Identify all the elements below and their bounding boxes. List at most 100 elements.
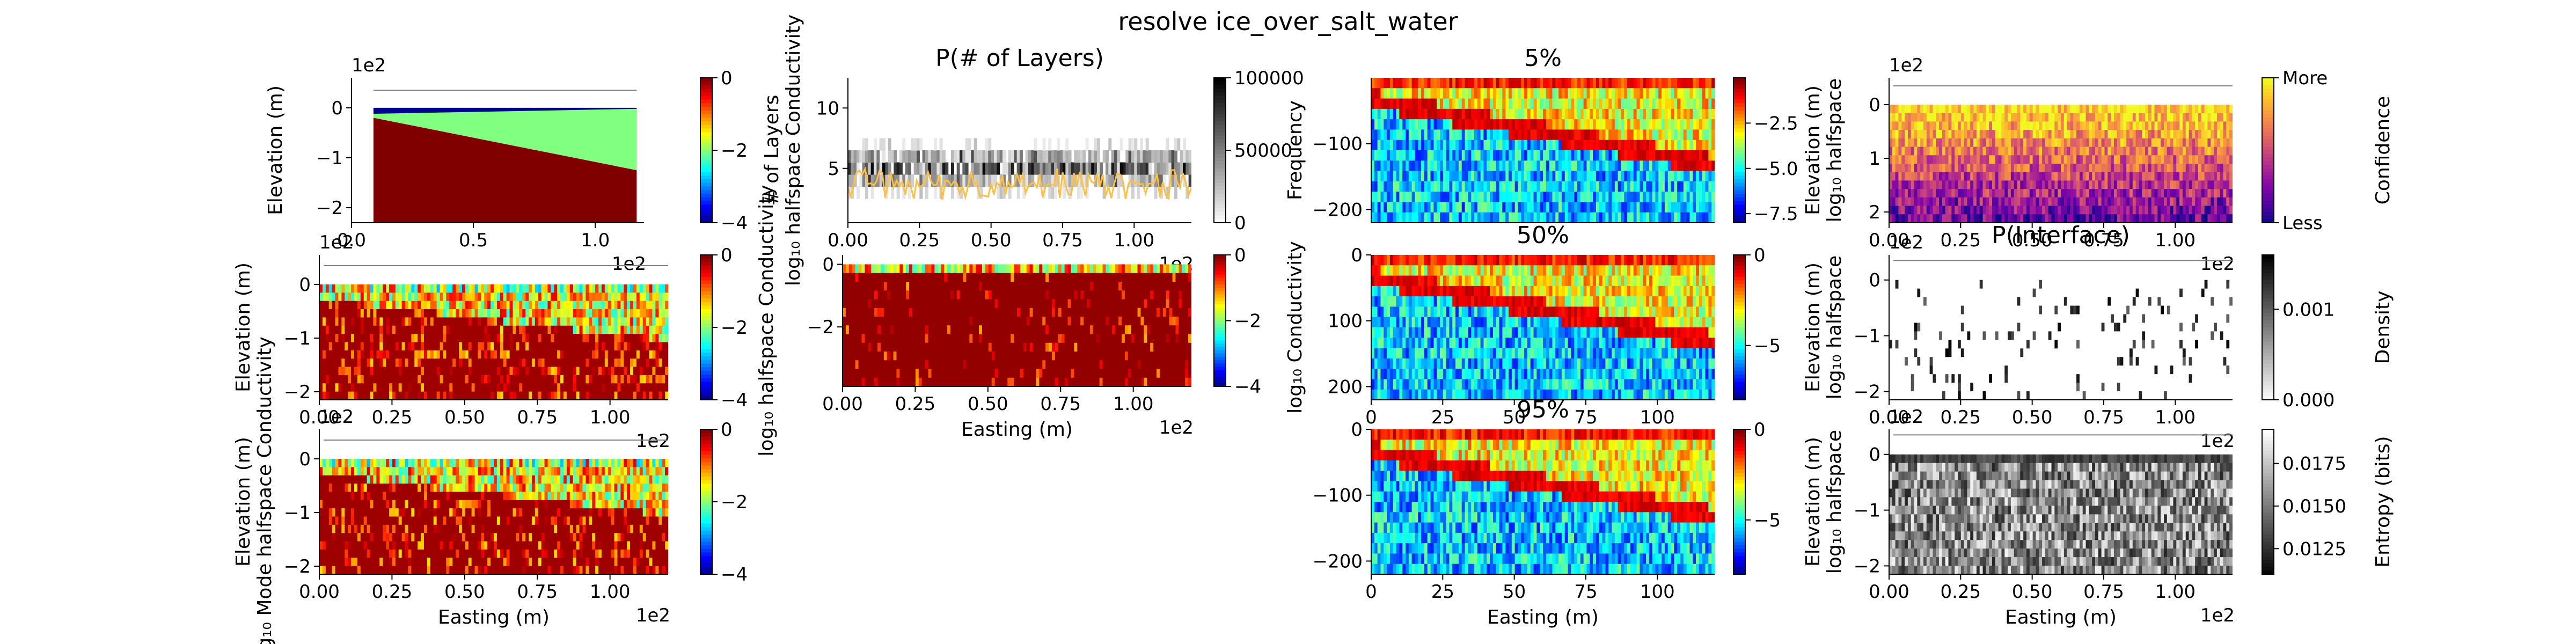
colorbar-tick-label: −4 [721, 213, 748, 234]
colorbar: 0.0175 0.0150 0.0125 Entropy (bits) [2262, 429, 2394, 575]
plot-image [319, 440, 668, 574]
y-tick-label: 2 [1869, 202, 1880, 223]
y-tick-label: −200 [1313, 551, 1363, 572]
colorbar-tick-label: −4 [721, 390, 748, 411]
x-tick-label: 100 [1640, 581, 1675, 603]
colorbar-tick-label: 0 [721, 419, 733, 441]
plot-image [1371, 78, 1715, 223]
colorbar-tick-label: −5.0 [1754, 158, 1798, 180]
y-tick-label: 0 [1869, 270, 1880, 291]
colorbar-tick-label: −5 [1754, 510, 1781, 531]
x-tick-label: 0.00 [1869, 407, 1909, 428]
x-tick-label: 0.25 [1940, 230, 1981, 251]
colorbar-tick-label: −5 [1754, 335, 1781, 357]
colorbar-tick-label: More [2282, 68, 2328, 89]
colorbar-label: Entropy (bits) [2372, 436, 2394, 567]
x-tick-label: 0.25 [899, 230, 940, 251]
plot-image [1889, 260, 2233, 400]
x-offset-text: 1e2 [2200, 253, 2235, 275]
colorbar-tick-label: 0.0125 [2282, 538, 2346, 560]
y-tick-label: −2 [807, 317, 834, 338]
y-axis-label: Elevation (m) [1802, 85, 1824, 215]
figure-title: resolve ice_over_salt_water [1118, 7, 1458, 36]
colorbar-tick-label: −2.5 [1754, 113, 1798, 134]
x-tick-label: 0.75 [2083, 230, 2124, 251]
x-axis-label: Easting (m) [1487, 606, 1599, 628]
colorbar-tick-label: −2 [1234, 311, 1261, 332]
x-tick-label: 0.25 [895, 393, 936, 415]
colorbar-label: Confidence [2372, 96, 2394, 204]
x-tick-label: 0.50 [971, 230, 1012, 251]
x-tick-label: 0 [1365, 581, 1377, 603]
y-axis-label-overlap: log₁₀ halfspace Conductivity [782, 14, 804, 286]
y-tick-label: −1 [284, 502, 311, 524]
x-tick-label: 0.50 [2012, 581, 2053, 603]
colorbar-tick-label: Less [2282, 213, 2323, 234]
plot-image [319, 265, 668, 400]
ice-layer [373, 107, 637, 114]
colorbar-tick-label: 0 [721, 68, 733, 89]
x-tick-label: 0.0 [337, 230, 366, 251]
x-tick-label: 100 [1640, 407, 1675, 428]
x-tick-label: 1.0 [581, 230, 610, 251]
colorbar-tick-label: −2 [721, 140, 748, 162]
y-tick-label: 0 [1351, 419, 1363, 441]
panel-halfspace: −100 −200 5% Frequency −2.5 −5.0 −7.5 [1284, 45, 1798, 225]
colorbar-tick-label: −4 [721, 564, 748, 586]
y-tick-label: −2 [1854, 381, 1880, 402]
y-tick-label: 0 [1869, 444, 1880, 466]
x-tick-label: 0.75 [517, 407, 558, 428]
y-tick-label: −1 [1854, 500, 1880, 522]
y-offset-text: 1e2 [1889, 55, 1923, 76]
x-tick-label: 0.25 [372, 581, 413, 603]
colorbar: 0 −2 −4 [700, 68, 748, 234]
x-tick-label: 25 [1431, 407, 1454, 428]
x-tick-label: 0.00 [822, 393, 863, 415]
colorbar-tick-label: 0 [1234, 245, 1246, 266]
y-tick-label: 0 [299, 274, 311, 296]
x-axis-label: Easting (m) [438, 606, 550, 628]
x-tick-label: 0.00 [1869, 230, 1909, 251]
colorbar-tick-label: 0.001 [2282, 299, 2334, 320]
plot-image [1371, 255, 1715, 400]
y-tick-label: 200 [1328, 376, 1363, 398]
y-tick-label: 0 [822, 254, 834, 276]
x-tick-label: 50 [1503, 407, 1526, 428]
y-tick-label: −100 [1313, 134, 1363, 155]
y-axis-label-overlap: log₁₀ Mode halfspace Conductivity [254, 336, 276, 644]
x-tick-label: 0.00 [299, 581, 340, 603]
x-tick-label: 75 [1574, 407, 1597, 428]
colorbar-tick-label: 0 [1234, 213, 1246, 234]
x-offset-text: 1e2 [612, 253, 646, 275]
x-tick-label: 0 [1365, 407, 1377, 428]
x-offset-text: 1e2 [2200, 605, 2235, 626]
colorbar: −2.5 −5.0 −7.5 [1733, 77, 1798, 225]
x-tick-label: 1.00 [590, 581, 631, 603]
plot-image [1371, 429, 1715, 574]
x-tick-label: 1.00 [590, 407, 631, 428]
panel-title: P(Interface) [1992, 222, 2130, 249]
x-tick-label: 1.00 [2155, 581, 2196, 603]
x-offset-text: 1e2 [2200, 430, 2235, 452]
panel-title: 95% [1517, 396, 1569, 423]
x-tick-label: 0.5 [459, 230, 488, 251]
x-tick-label: 0.00 [1869, 581, 1909, 603]
panel-title: 5% [1524, 45, 1562, 72]
y-tick-label: 0 [331, 98, 343, 119]
x-tick-label: 0.25 [1940, 407, 1981, 428]
x-tick-label: 0.50 [968, 393, 1008, 415]
y-offset-text: 1e2 [319, 232, 354, 253]
x-tick-label: 0.50 [444, 581, 485, 603]
x-tick-label: 1.00 [2155, 407, 2196, 428]
y-tick-label: 0 [1869, 94, 1880, 116]
y-tick-label: −2 [284, 556, 311, 577]
salt-water-layer [373, 118, 637, 223]
panel-halfspace_cond: 0.00 0.25 0.50 0.75 1.00 0 −2 1e2 Easting (m) log… [756, 185, 1261, 456]
y-axis-label: Frequency [1284, 100, 1306, 200]
y-tick-label: 1 [1869, 148, 1880, 170]
colorbar-tick-label: 50000 [1234, 140, 1292, 162]
colorbar-tick-label: 0 [1754, 245, 1766, 266]
x-tick-label: 0.75 [1042, 230, 1083, 251]
y-axis-label: Elevation (m) [232, 437, 254, 567]
